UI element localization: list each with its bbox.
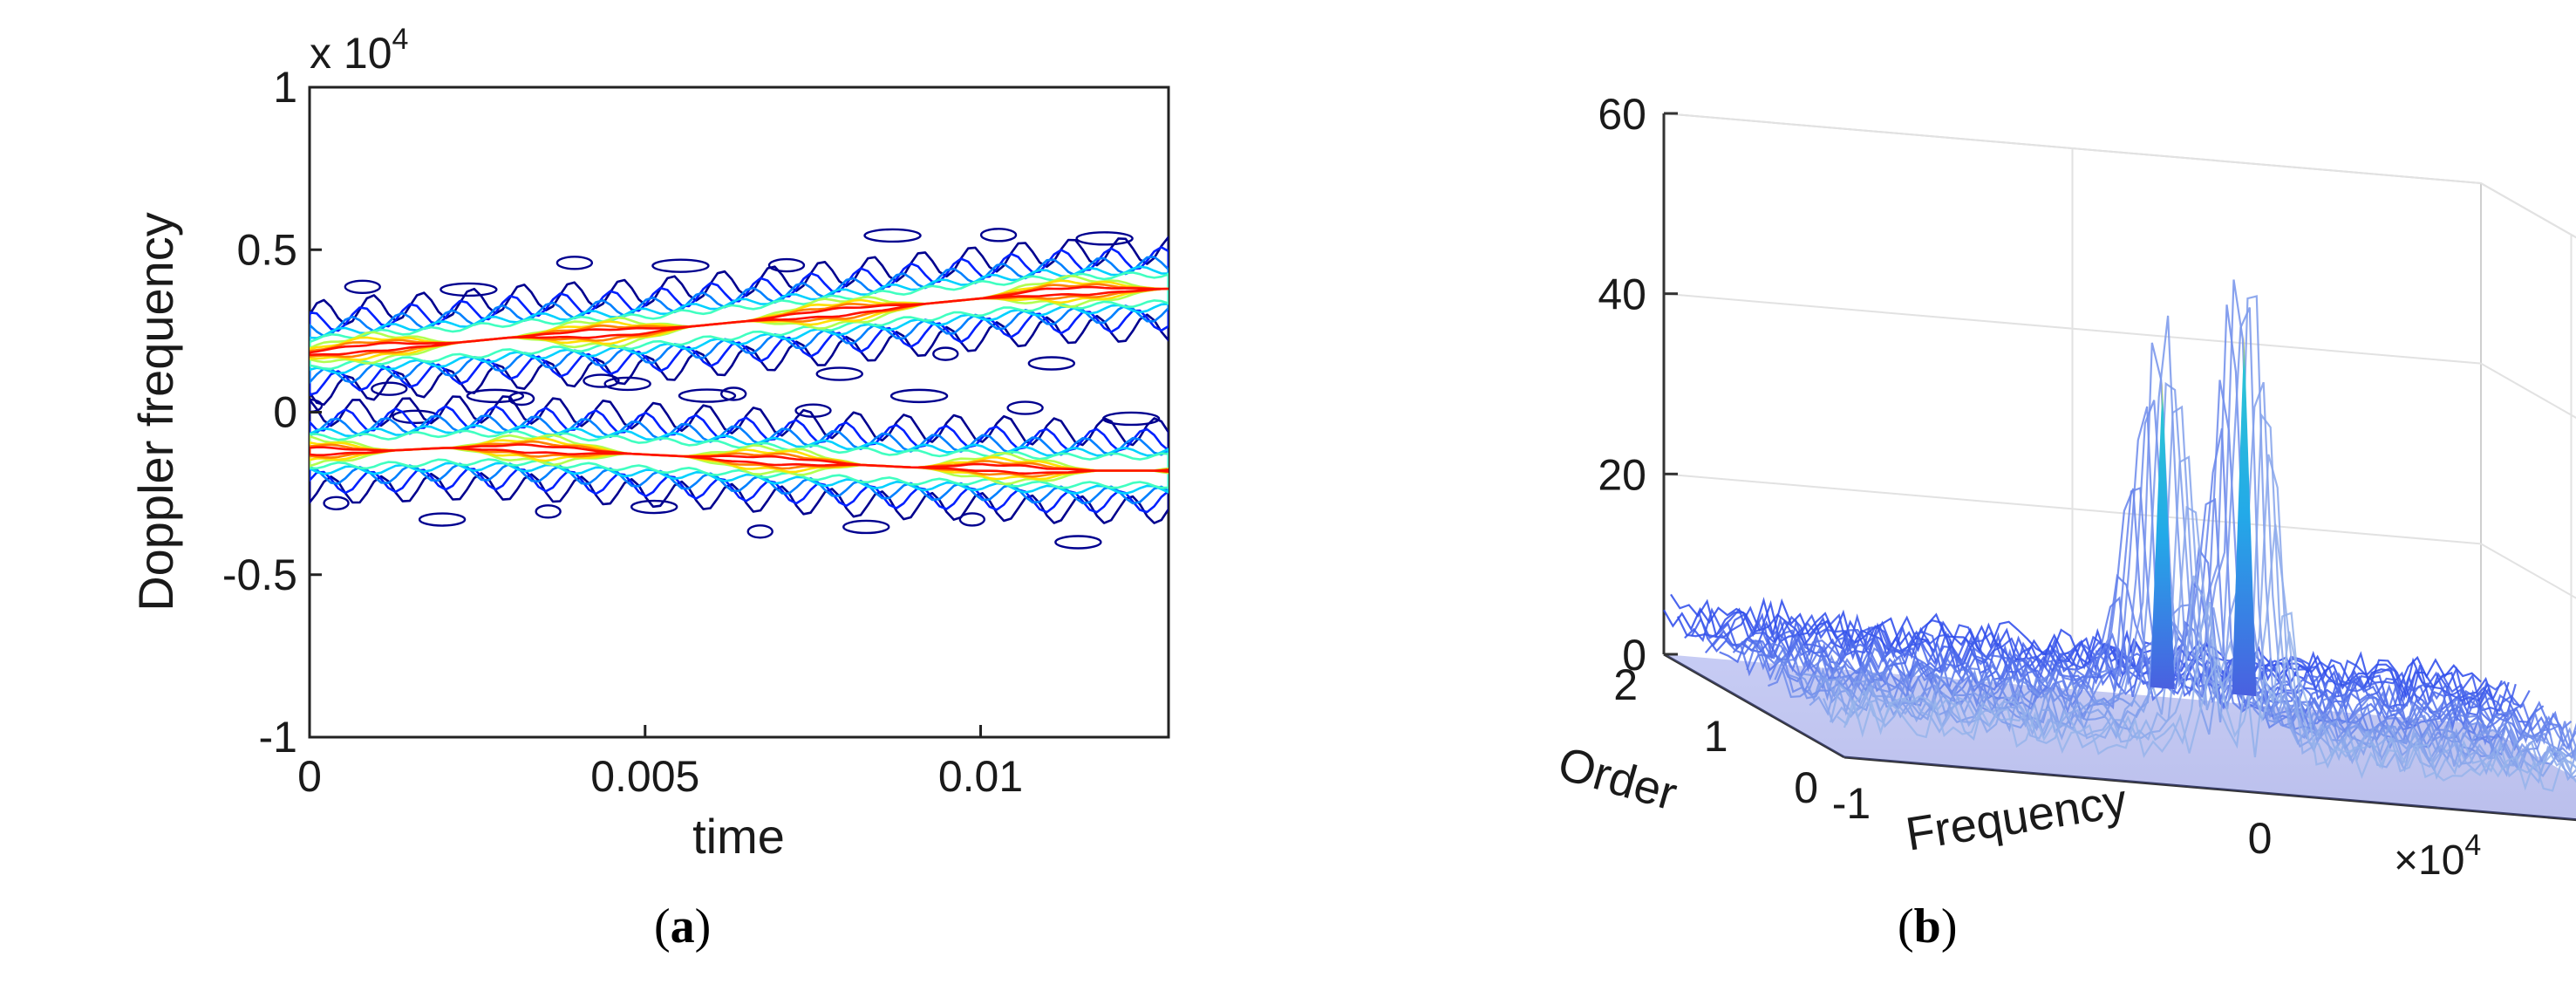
contour-island [466, 388, 525, 404]
y-axis-label-b: Order [1552, 737, 1682, 821]
contour-island [323, 496, 350, 510]
x-tick-label-a: 0.005 [590, 752, 699, 801]
contour-island [815, 366, 863, 381]
contour-island [583, 373, 620, 388]
x-multiplier-b: ×104 [2394, 829, 2481, 884]
contour-island [746, 524, 773, 539]
contour-island [440, 282, 498, 297]
contour-level [310, 256, 1169, 384]
contour-island [1101, 411, 1161, 427]
surface-peak [2150, 381, 2175, 690]
surface-peak [2232, 334, 2257, 697]
y-tick-label-a: -0.5 [222, 550, 297, 599]
contour-island [863, 228, 922, 243]
contour-island [958, 512, 986, 527]
x-tick-label-a: 0 [297, 752, 322, 801]
contour-island [889, 388, 949, 404]
frequency-tick-label: 0 [2248, 814, 2273, 863]
contour-island [344, 279, 381, 294]
contour-island [678, 388, 737, 403]
contour-level [310, 429, 1169, 489]
x-axis-ticks-a: 0 0.005 0.01 [297, 725, 1023, 801]
contour-level [310, 405, 1169, 514]
x-axis-label-a: time [692, 809, 785, 864]
caption-a: (a) [654, 899, 712, 954]
contour-island [794, 403, 832, 418]
contour-island [979, 228, 1018, 243]
y-tick-label-a: 0 [273, 388, 297, 437]
grid-line [2480, 543, 2576, 599]
contour-island [603, 376, 651, 392]
y-tick-label-a: 0.5 [236, 225, 297, 274]
z-tick-label: 60 [1598, 90, 1646, 139]
contour-island [535, 504, 562, 519]
contour-level [310, 443, 1169, 475]
contour-island [932, 346, 959, 361]
surface-mesh [1663, 279, 2576, 820]
contour-island [371, 381, 408, 396]
caption-b: (b) [1898, 899, 1958, 954]
contour-level [310, 440, 1169, 478]
surface-row [1816, 412, 2576, 778]
y-axis-ticks-a: 1 0.5 0 -0.5 -1 [222, 63, 322, 762]
y-axis-label-a: Doppler frequency [128, 212, 183, 612]
order-tick-label: 1 [1704, 712, 1728, 761]
grid-line [2480, 362, 2576, 419]
order-tick-label: 0 [1794, 763, 1818, 812]
contour-island [555, 256, 594, 270]
chart-a: 0 0.005 0.01 1 0.5 0 -0.5 -1 x 104 time Dopple… [128, 23, 1170, 864]
order-tick-label: 2 [1613, 660, 1638, 709]
contour-level [310, 414, 1169, 505]
contour-island [1006, 400, 1044, 415]
contour-island [310, 398, 324, 414]
frequency-tick-label: -1 [1832, 779, 1871, 828]
x-tick-label-a: 0.01 [938, 752, 1023, 801]
y-tick-label-a: 1 [273, 63, 297, 112]
z-tick-label: 40 [1598, 270, 1646, 319]
box-edge [2480, 182, 2576, 239]
y-tick-label-a: -1 [259, 713, 297, 762]
plot-area-a [308, 85, 1170, 739]
z-tick-label: 0 [1622, 631, 1646, 680]
contour-level [310, 395, 1169, 524]
contour-island [1075, 231, 1134, 246]
contour-island [767, 257, 806, 273]
x-axis-label-b: Frequency [1902, 775, 2130, 861]
contour-island [651, 258, 710, 273]
contour-lines [310, 228, 1169, 550]
contour-island [1054, 535, 1102, 550]
contour-level [310, 285, 1169, 357]
contour-island [508, 391, 535, 407]
y-multiplier-a: x 104 [310, 23, 408, 78]
contour-level [310, 271, 1169, 371]
contour-level [310, 236, 1169, 407]
grid-line [2480, 182, 2576, 239]
z-tick-label: 20 [1598, 450, 1646, 499]
contour-island [630, 499, 678, 515]
contour-island [719, 386, 747, 401]
contour-island [842, 519, 890, 535]
contour-level [310, 437, 1169, 481]
surface-row [1684, 607, 2503, 707]
contour-level [310, 265, 1169, 375]
contour-level [310, 424, 1169, 496]
contour-island [418, 512, 467, 527]
contour-island [1027, 356, 1076, 371]
